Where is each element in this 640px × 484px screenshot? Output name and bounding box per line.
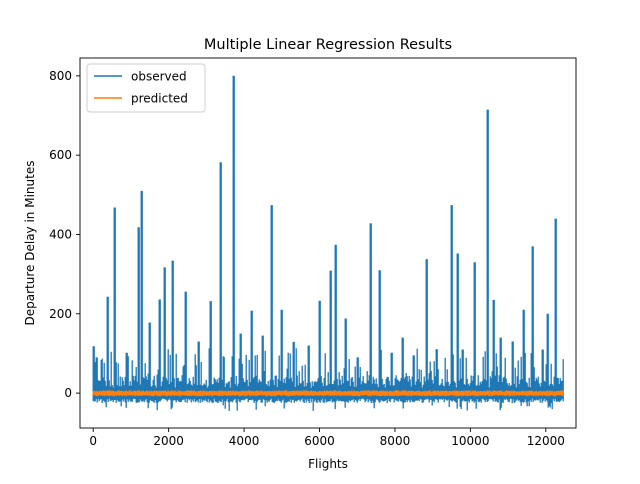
x-tick-label: 8000 (380, 434, 411, 448)
x-tick-label: 6000 (304, 434, 335, 448)
y-axis: 0 200 400 600 800 (49, 69, 80, 400)
y-axis-label: Departure Delay in Minutes (23, 161, 37, 326)
legend: observed predicted (86, 63, 206, 113)
y-tick-label: 400 (49, 227, 72, 241)
y-tick-label: 800 (49, 69, 72, 83)
plot-frame (79, 57, 577, 429)
series-layer (92, 75, 564, 411)
x-tick-label: 4000 (229, 434, 260, 448)
legend-predicted-label: predicted (131, 92, 188, 106)
legend-observed-label: observed (131, 70, 187, 84)
predicted-series (92, 390, 564, 397)
x-tick-label: 2000 (153, 434, 184, 448)
x-tick-label: 10000 (451, 434, 489, 448)
y-tick-label: 200 (49, 307, 72, 321)
y-tick-label: 0 (64, 386, 72, 400)
chart-title: Multiple Linear Regression Results (204, 37, 452, 53)
x-axis-label: Flights (308, 457, 348, 471)
x-tick-label: 12000 (527, 434, 565, 448)
y-tick-label: 600 (49, 148, 72, 162)
x-axis: 0 2000 4000 6000 8000 10000 12000 (89, 428, 565, 448)
x-tick-label: 0 (89, 434, 97, 448)
